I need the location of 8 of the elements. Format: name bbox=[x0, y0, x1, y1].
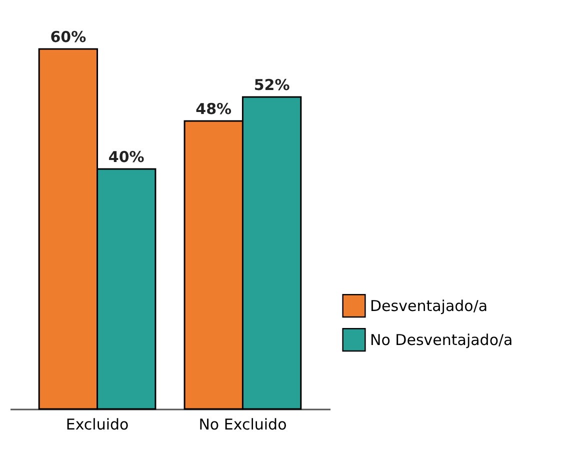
legend-label: No Desventajado/a bbox=[370, 330, 513, 349]
data-label: 60% bbox=[50, 28, 86, 46]
data-label: 52% bbox=[254, 76, 290, 94]
data-label: 40% bbox=[108, 148, 144, 166]
x-tick-label: Excluido bbox=[66, 416, 129, 434]
legend-label: Desventajado/a bbox=[370, 296, 488, 315]
x-tick-label: No Excluido bbox=[198, 416, 287, 434]
data-label: 48% bbox=[196, 100, 232, 118]
